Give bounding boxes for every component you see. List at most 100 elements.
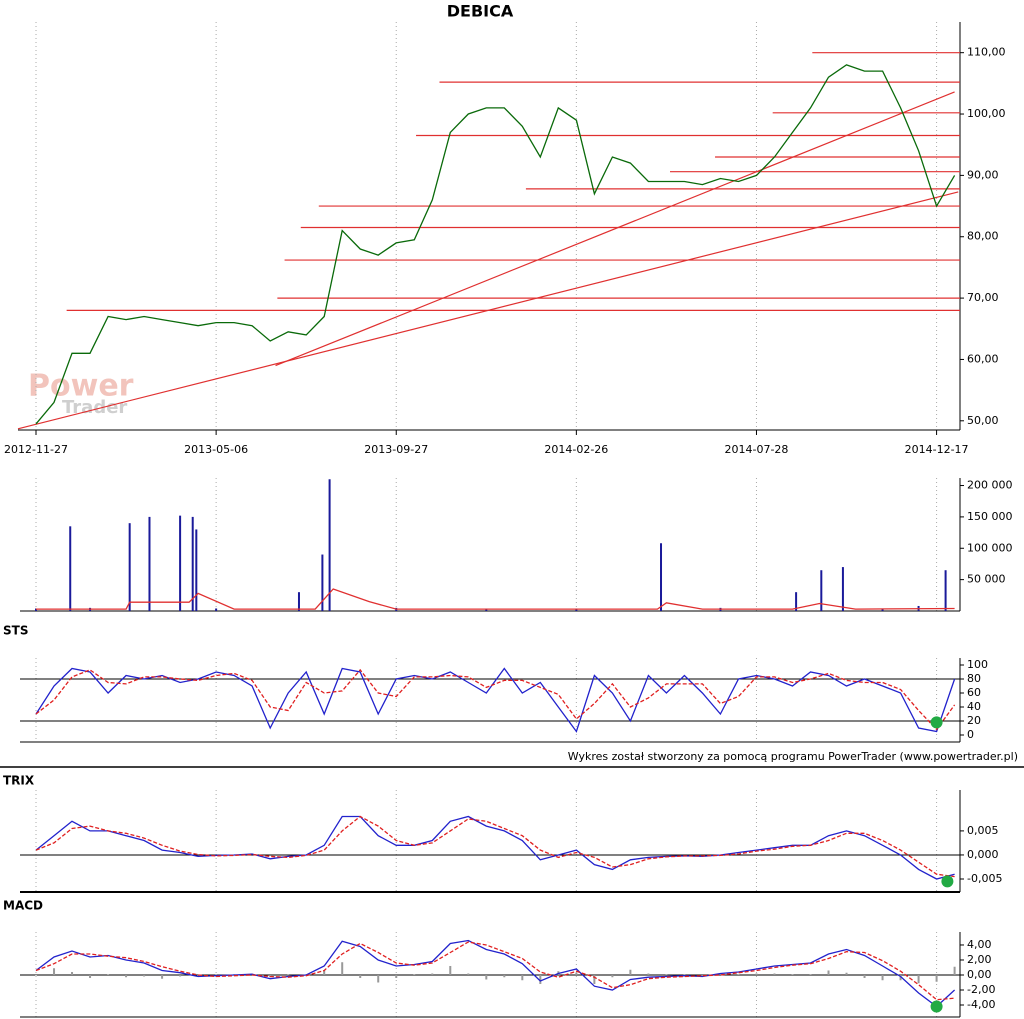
bar: [845, 972, 848, 975]
bar: [107, 974, 110, 975]
y-tick-label: 4,00: [967, 938, 992, 951]
bar: [611, 974, 614, 978]
bar: [179, 974, 182, 977]
y-tick-label: 0: [967, 728, 974, 741]
signal-marker: [930, 716, 943, 729]
series-line: [36, 588, 955, 610]
bar: [395, 974, 398, 978]
bar: [89, 974, 92, 978]
y-tick-label: -0,005: [967, 872, 1002, 885]
bar: [935, 974, 938, 982]
y-tick-label: 0,005: [967, 824, 999, 837]
bar: [328, 479, 331, 611]
series-line: [35, 941, 955, 1001]
y-tick-label: 70,00: [967, 291, 999, 304]
series-line: [35, 939, 956, 1008]
bar: [413, 974, 416, 975]
bar: [503, 974, 506, 978]
y-tick-label: 80: [967, 672, 981, 685]
bar: [323, 970, 326, 975]
bar: [71, 971, 74, 975]
bar: [287, 974, 290, 975]
watermark: Trader: [62, 397, 127, 418]
bar: [791, 974, 794, 975]
y-tick-label: 20: [967, 714, 981, 727]
signal-marker: [941, 875, 954, 888]
y-tick-label: -2,00: [967, 983, 995, 996]
bar: [215, 608, 218, 611]
y-tick-label: 100,00: [967, 107, 1006, 120]
y-tick-label: 0,000: [967, 848, 999, 861]
bar: [683, 974, 686, 975]
trend-line: [275, 91, 955, 367]
y-tick-label: 150 000: [967, 510, 1013, 523]
y-tick-label: 2,00: [967, 953, 992, 966]
x-tick-label: 2013-05-06: [184, 443, 248, 456]
bar: [539, 974, 542, 984]
watermark: Power: [28, 369, 134, 404]
y-tick-label: 90,00: [967, 168, 999, 181]
bar: [953, 966, 956, 975]
bar: [148, 516, 151, 611]
bar: [647, 973, 650, 975]
bar: [755, 973, 758, 975]
y-tick-label: 0,00: [967, 968, 992, 981]
bar: [215, 974, 218, 975]
bar: [449, 965, 452, 975]
bar: [321, 554, 324, 611]
footer: Wykres został stworzony za pomocą progra…: [568, 750, 1018, 763]
trend-line: [17, 191, 959, 430]
bar: [881, 608, 884, 611]
bar: [809, 974, 812, 975]
panel-title: DEBICA: [447, 2, 514, 21]
bar: [521, 974, 524, 981]
series-line: [35, 815, 955, 880]
y-tick-label: 100 000: [967, 541, 1013, 554]
series-line: [35, 668, 956, 731]
bar: [737, 974, 740, 975]
bar: [431, 973, 434, 975]
y-tick-label: 60: [967, 686, 981, 699]
bar: [35, 974, 38, 976]
y-tick-label: 110,00: [967, 46, 1006, 59]
bar: [297, 592, 300, 611]
y-tick-label: 80,00: [967, 230, 999, 243]
bar: [881, 974, 884, 981]
y-tick-label: 100: [967, 658, 988, 671]
series-line: [35, 815, 955, 878]
panel-title: TRIX: [3, 774, 35, 788]
bar: [899, 974, 902, 981]
bar: [128, 523, 131, 611]
bar: [795, 592, 798, 611]
x-tick-label: 2012-11-27: [4, 443, 68, 456]
signal-marker: [930, 1000, 943, 1013]
y-tick-label: 50,00: [967, 414, 999, 427]
bar: [719, 973, 722, 975]
x-tick-label: 2013-09-27: [364, 443, 428, 456]
bar: [377, 974, 380, 983]
series-line: [35, 667, 956, 733]
panel-title: STS: [3, 624, 28, 638]
bar: [197, 974, 200, 977]
bar: [629, 969, 632, 975]
y-tick-label: 60,00: [967, 352, 999, 365]
bar: [660, 543, 663, 611]
y-tick-label: 200 000: [967, 479, 1013, 492]
bar: [841, 567, 844, 611]
series-line: [35, 64, 956, 425]
bar: [701, 974, 704, 976]
bar: [863, 974, 866, 978]
bar: [195, 529, 198, 611]
bar: [125, 974, 128, 978]
bar: [665, 974, 668, 975]
bar: [485, 974, 488, 980]
bar: [467, 973, 470, 975]
bar: [575, 972, 578, 975]
bar: [917, 974, 920, 984]
bar: [161, 974, 164, 979]
y-tick-label: 50 000: [967, 573, 1006, 586]
x-tick-label: 2014-12-17: [905, 443, 969, 456]
bar: [593, 974, 596, 984]
bar: [341, 962, 344, 975]
